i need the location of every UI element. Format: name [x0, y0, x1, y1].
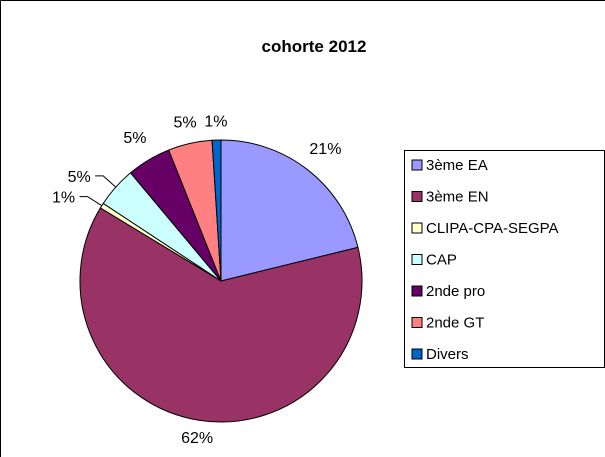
pie-slice-3eme-ea	[220, 139, 359, 282]
legend-label-3eme-en: 3ème EN	[426, 189, 489, 206]
legend-label-clipa-cpa-segpa: CLIPA-CPA-SEGPA	[426, 220, 559, 237]
leader-line-clipa-cpa-segpa	[79, 196, 103, 207]
legend-swatch-cap	[411, 254, 423, 265]
legend-swatch-divers	[411, 348, 423, 360]
leader-lines	[79, 175, 117, 207]
legend-box	[404, 150, 605, 368]
legend-swatch-2nde-gt	[411, 317, 423, 328]
data-label-cap: 5%	[68, 169, 91, 186]
legend: 3ème EA 3ème EN CLIPA-CPA-SEGPA CAP 2nde pro…	[404, 150, 605, 368]
data-label-3eme-ea: 21%	[309, 141, 341, 158]
legend-swatch-clipa-cpa-segpa	[411, 222, 423, 234]
legend-swatch-3eme-ea	[411, 159, 423, 171]
legend-swatch-3eme-en	[411, 191, 423, 202]
data-label-divers: 1%	[204, 113, 227, 130]
pie-slice-divers	[211, 139, 222, 282]
data-label-clipa-cpa-segpa: 1%	[52, 190, 75, 207]
legend-label-cap: CAP	[426, 252, 457, 269]
legend-label-2nde-pro: 2nde pro	[426, 283, 485, 300]
data-labels: 21% 62% 1% 5% 5% 5% 1%	[52, 113, 341, 447]
legend-label-3eme-ea: 3ème EA	[426, 157, 488, 174]
pie-slices	[79, 139, 363, 423]
data-label-3eme-en: 62%	[181, 430, 213, 447]
legend-swatch-2nde-pro	[411, 285, 423, 297]
legend-label-2nde-gt: 2nde GT	[426, 315, 484, 332]
legend-label-divers: Divers	[426, 346, 469, 363]
data-label-2nde-pro: 5%	[123, 130, 146, 147]
chart-title: cohorte 2012	[262, 37, 367, 56]
data-label-2nde-gt: 5%	[173, 114, 196, 131]
leader-line-cap	[95, 175, 117, 188]
pie-slice-3eme-en	[79, 207, 363, 423]
